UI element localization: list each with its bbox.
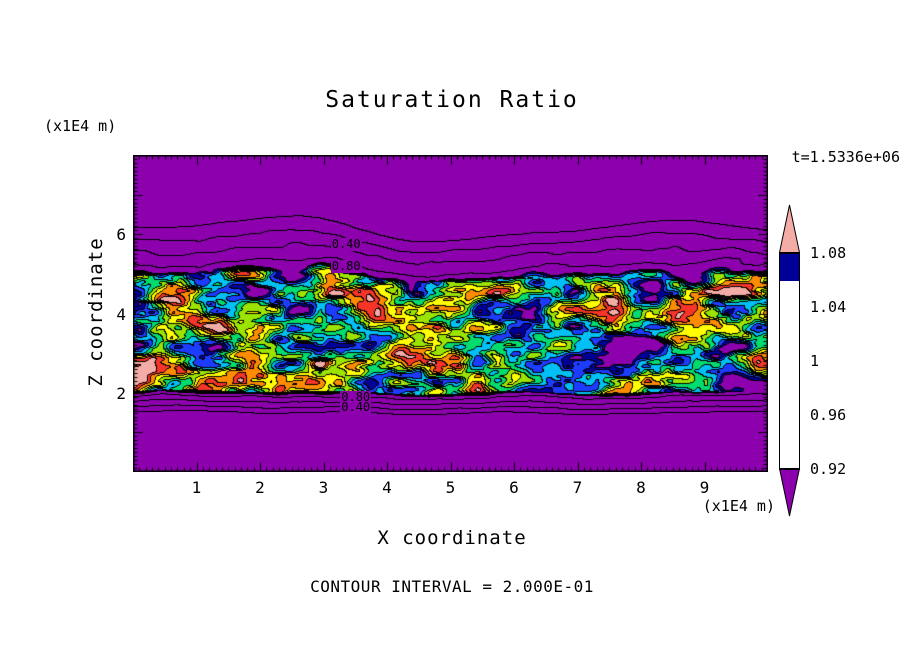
x-tick-label: 6: [509, 478, 519, 497]
y-tick-label: 6: [116, 225, 126, 245]
x-tick-label: 7: [572, 478, 583, 497]
x-tick-label: 2: [255, 478, 265, 497]
contour-line-label: 0.40: [340, 400, 372, 415]
contour-interval-note: CONTOUR INTERVAL = 2.000E-01: [310, 577, 594, 596]
contour-line-label: 0.80: [330, 258, 362, 273]
x-tick-label: 1: [191, 478, 202, 497]
contour-line-label: 0.40: [330, 236, 362, 251]
colorbar-arrow-over: [779, 204, 800, 253]
colorbar-tick-label: 0.92: [810, 460, 847, 478]
contour-line-label: 0.80: [340, 389, 372, 404]
plot-area: 0.40 0.80 0.80 0.40: [133, 155, 768, 472]
contour-field-canvas: [133, 155, 768, 472]
chart-title: Saturation Ratio: [325, 87, 579, 113]
y-axis-unit: (x1E4 m): [44, 117, 117, 135]
x-tick-label: 9: [699, 478, 710, 497]
x-axis-unit: (x1E4 m): [702, 497, 775, 515]
y-tick-label: 2: [116, 383, 126, 403]
x-tick-label: 3: [318, 478, 329, 497]
colorbar-tick-label: 1: [810, 352, 820, 370]
colorbar-tick-label: 1.08: [810, 244, 847, 262]
colorbar-arrow-under: [779, 468, 800, 517]
x-tick-label: 8: [636, 478, 646, 497]
x-axis-label: X coordinate: [377, 527, 527, 549]
y-tick-label: 4: [116, 304, 126, 324]
x-tick-label: 4: [382, 478, 392, 497]
colorbar-segment: [780, 254, 799, 281]
x-tick-label: 5: [445, 478, 456, 497]
time-annotation: t=1.5336e+06: [791, 148, 900, 166]
colorbar-scale: [779, 253, 800, 470]
colorbar-tick-label: 1.04: [810, 298, 847, 316]
colorbar-tick-label: 0.96: [810, 406, 847, 424]
